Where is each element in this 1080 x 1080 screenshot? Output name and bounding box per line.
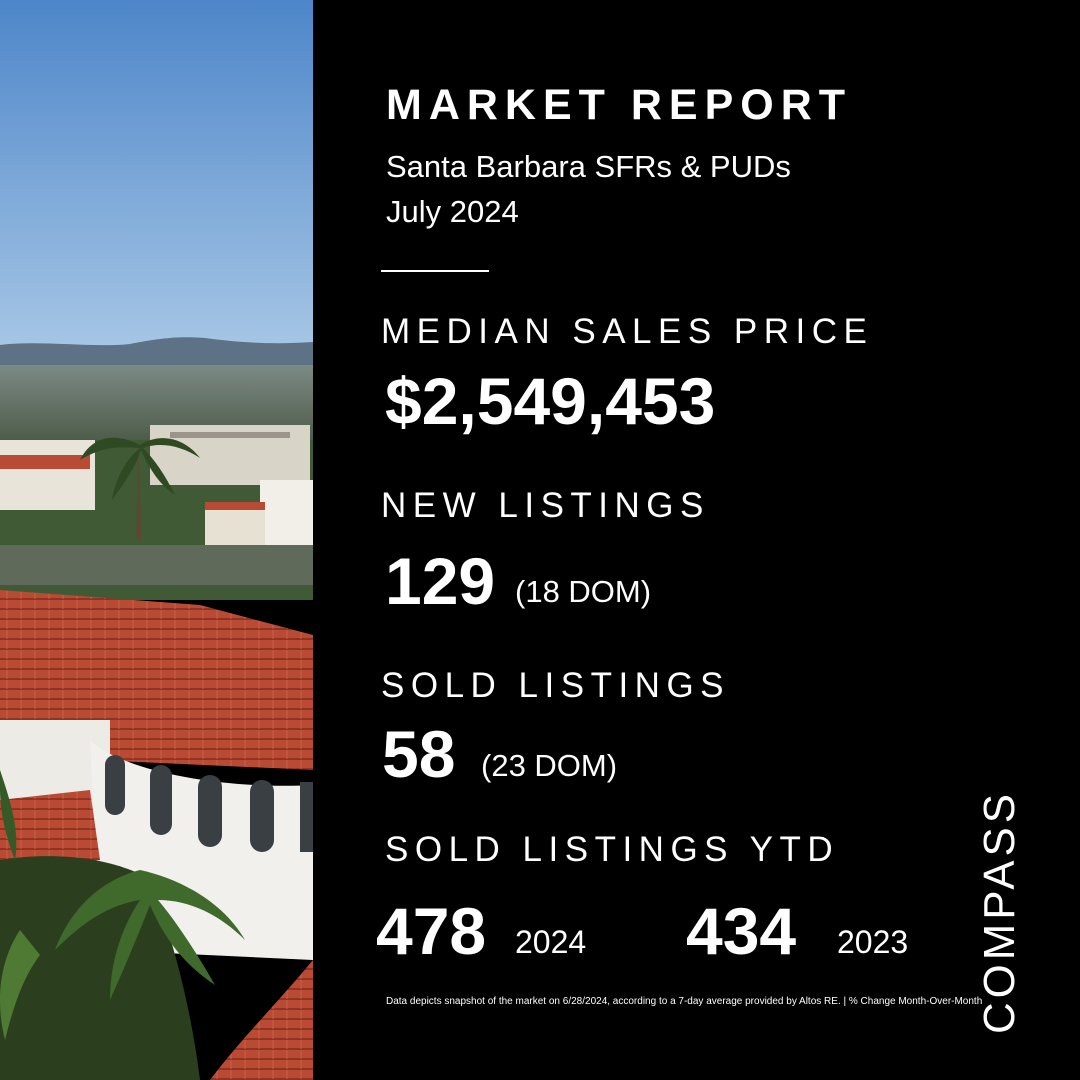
report-title: MARKET REPORT (386, 81, 853, 129)
santa-barbara-photo (0, 0, 313, 1080)
sold-listings-label: SOLD LISTINGS (381, 666, 731, 705)
report-subtitle: Santa Barbara SFRs & PUDs (386, 149, 791, 184)
compass-wordmark: COMPASS (975, 790, 1024, 1034)
median-sales-price-label: MEDIAN SALES PRICE (381, 312, 874, 351)
median-sales-price-value: $2,549,453 (385, 364, 716, 438)
report-period: July 2024 (386, 194, 519, 229)
ytd-prior-value: 434 (686, 894, 797, 968)
ytd-current-year: 2024 (515, 924, 587, 960)
ytd-prior-year: 2023 (837, 924, 909, 960)
compass-logo: COMPASS (975, 790, 1024, 1034)
sold-listings-value: 58 (382, 717, 456, 791)
data-footnote: Data depicts snapshot of the market on 6… (386, 996, 983, 1007)
report-panel: MARKET REPORT Santa Barbara SFRs & PUDs … (313, 0, 1080, 1080)
new-listings-value: 129 (385, 544, 496, 618)
ytd-current-value: 478 (376, 894, 487, 968)
new-listings-dom: (18 DOM) (515, 574, 652, 609)
sold-listings-dom: (23 DOM) (481, 748, 618, 783)
sold-listings-ytd-label: SOLD LISTINGS YTD (385, 830, 840, 869)
new-listings-label: NEW LISTINGS (381, 486, 710, 525)
title-divider (381, 270, 489, 272)
